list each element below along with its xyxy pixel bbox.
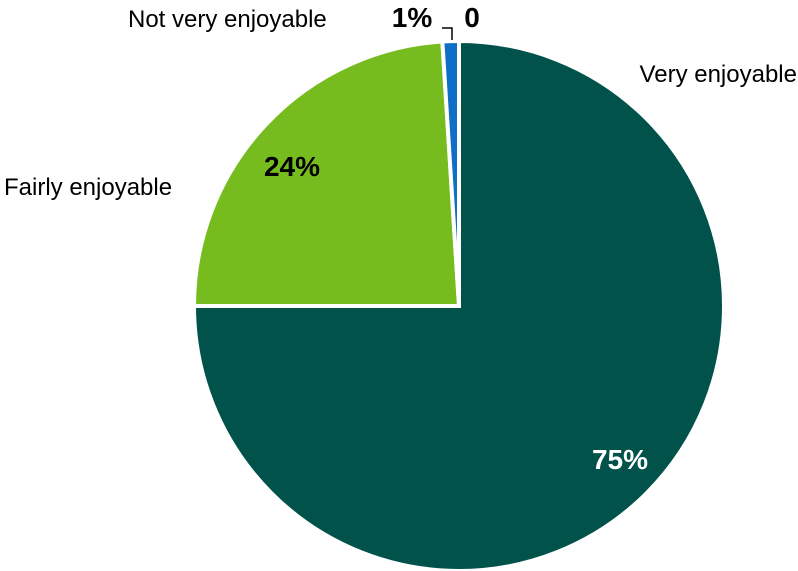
pie-slices (191, 38, 726, 571)
slice-category-label-not-very-enjoyable: Not very enjoyable (128, 6, 327, 33)
leader-line (442, 27, 453, 40)
slice-category-label-fairly-enjoyable: Fairly enjoyable (4, 174, 172, 201)
slice-value-label-zero: 0 (464, 2, 480, 33)
slice-category-label-very-enjoyable: Very enjoyable (640, 61, 797, 88)
slice-value-label-very-enjoyable: 75% (592, 444, 648, 475)
pie-slice-not-very-enjoyable (440, 38, 461, 307)
slice-value-label-fairly-enjoyable: 24% (264, 151, 320, 182)
slice-value-label-not-very-enjoyable: 1% (392, 2, 433, 33)
pie-slice-fairly-enjoyable (191, 39, 462, 308)
